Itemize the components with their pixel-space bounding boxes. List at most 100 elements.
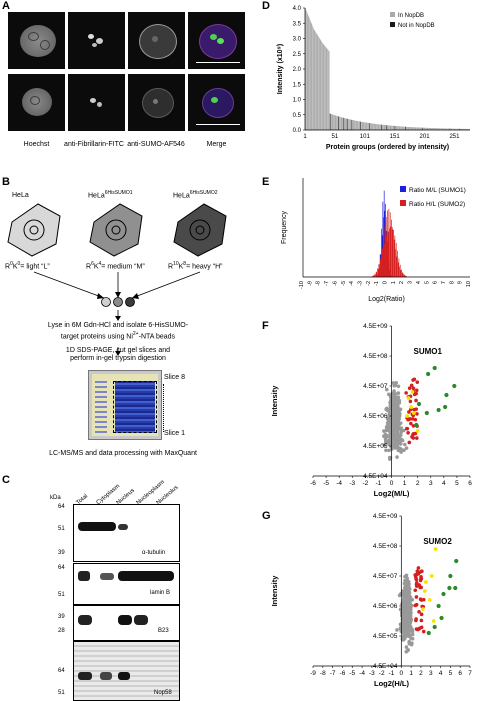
x-tick-label: -4	[359, 670, 365, 677]
bar	[459, 128, 461, 130]
bar	[418, 127, 420, 130]
bar	[434, 128, 435, 130]
bar	[412, 127, 413, 130]
point-gray	[396, 409, 401, 414]
bar	[462, 128, 464, 130]
hist-bar	[391, 227, 393, 277]
point-green	[441, 591, 446, 597]
bar	[385, 125, 387, 130]
bar	[380, 124, 382, 130]
point-gray	[388, 394, 393, 398]
bar	[400, 126, 401, 130]
bar	[357, 121, 358, 130]
point-gray	[384, 440, 388, 444]
point-gray	[403, 442, 407, 447]
point-red	[417, 610, 421, 614]
bar	[325, 47, 327, 130]
y-tick-label: 4.5E+08	[373, 543, 398, 550]
point-red	[414, 577, 419, 582]
bar	[321, 41, 322, 130]
bar	[465, 128, 467, 130]
point-gray	[404, 619, 408, 624]
gel-image	[88, 370, 162, 440]
bar	[469, 128, 471, 130]
point-yellow	[415, 429, 420, 433]
bar	[453, 128, 455, 130]
hist-bar	[395, 248, 396, 277]
bar	[332, 114, 334, 130]
x-tick-label: 0	[383, 281, 389, 284]
bar	[407, 126, 409, 130]
point-gray	[384, 387, 389, 392]
bar	[374, 123, 375, 130]
bar	[380, 124, 381, 130]
bar	[445, 128, 447, 130]
bar	[438, 128, 440, 130]
bar	[397, 126, 399, 130]
bar	[410, 127, 411, 130]
y-tick-label: 4.5E+07	[363, 383, 388, 390]
bar	[424, 127, 426, 130]
bar	[465, 128, 466, 130]
y-tick-label: 4.0	[293, 6, 302, 12]
point-red	[409, 383, 414, 388]
hist-bar	[375, 274, 376, 277]
hist-bar	[400, 270, 402, 277]
micro-hoechst-1	[8, 12, 65, 69]
x-tick-label: 0	[400, 670, 404, 677]
point-gray	[394, 424, 398, 428]
blot-nop58	[73, 641, 180, 701]
step-lcms: LC-MS/MS and data processing with MaxQua…	[49, 450, 197, 457]
bar	[383, 124, 385, 130]
bar	[324, 46, 326, 131]
bar	[404, 126, 405, 130]
y-tick-label: 0.5	[293, 113, 302, 119]
bar	[441, 128, 442, 130]
bar	[400, 126, 402, 130]
point-gray	[406, 624, 410, 629]
x-tick-label: -9	[307, 281, 313, 286]
bar	[362, 121, 363, 130]
panel-label-e: E	[262, 176, 270, 188]
bar	[429, 127, 430, 130]
point-green	[453, 585, 458, 591]
bar	[414, 127, 416, 130]
cell-name-light: HeLa	[12, 192, 29, 199]
bar	[392, 125, 394, 130]
bar	[410, 127, 412, 130]
bar	[367, 122, 368, 130]
point-yellow	[405, 414, 410, 418]
bar	[309, 18, 310, 130]
point-gray	[391, 424, 396, 429]
bar	[374, 123, 376, 130]
blot-label-nop58: Nop58	[154, 690, 172, 696]
bar	[383, 124, 384, 130]
point-gray	[393, 419, 398, 424]
bar	[376, 124, 378, 130]
point-gray	[384, 448, 388, 453]
hist-bar	[371, 276, 373, 277]
point-gray	[403, 574, 407, 579]
marker-laminb-0: 64	[58, 565, 65, 571]
bar	[338, 116, 340, 130]
x-tick-label: 7	[441, 281, 447, 284]
point-gray	[404, 446, 409, 450]
bar	[364, 122, 365, 130]
bar	[379, 124, 381, 130]
x-tick-label: 1	[409, 670, 413, 677]
x-tick-label: -7	[330, 670, 336, 677]
bar	[448, 128, 450, 130]
bar	[328, 50, 329, 130]
x-tick-label: 3	[429, 480, 433, 487]
bar	[402, 126, 404, 130]
bar	[333, 114, 334, 130]
bar	[309, 19, 311, 130]
bar	[318, 37, 320, 130]
bar	[392, 125, 393, 130]
point-red	[414, 407, 418, 411]
x-tick-label: 2	[419, 670, 423, 677]
panel-label-c: C	[2, 474, 10, 486]
x-tick-label: 1	[303, 134, 307, 140]
bar	[346, 118, 348, 130]
y-tick-label: 2.0	[293, 67, 302, 73]
